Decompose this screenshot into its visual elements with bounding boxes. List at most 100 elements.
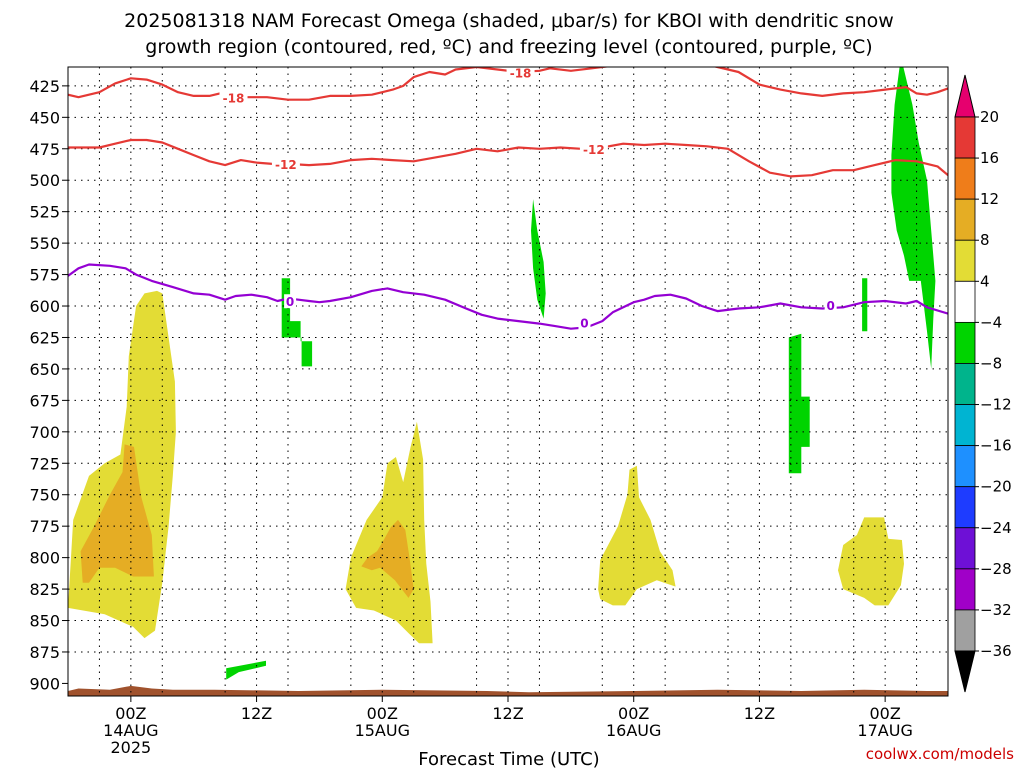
xtick-label-6-1: 17AUG (857, 721, 912, 740)
colorbar-bin-4 (954, 280, 976, 323)
red-contour-1-label-1: -12 (583, 143, 605, 157)
ytick-label-16: 825 (29, 580, 60, 599)
freezing-contour-label-bg-2 (824, 298, 837, 313)
ytick-label-4: 525 (29, 203, 60, 222)
ytick-label-12: 725 (29, 454, 60, 473)
omega-region-7 (226, 660, 266, 680)
colorbar-label-2: 12 (980, 190, 999, 208)
xtick-label-0-2: 2025 (110, 738, 151, 757)
chart-title-line2: growth region (contoured, red, ºC) and f… (145, 36, 872, 58)
ytick-label-3: 500 (29, 171, 60, 190)
ytick-label-7: 600 (29, 297, 60, 316)
omega-region-5 (361, 519, 414, 598)
xtick-label-3-0: 12Z (492, 704, 523, 723)
colorbar-label-10: −24 (980, 519, 1012, 537)
omega-region-2 (598, 465, 676, 606)
freezing-contour-label-1: 0 (580, 317, 588, 331)
colorbar-bin-6 (954, 363, 976, 405)
ytick-label-6: 575 (29, 266, 60, 285)
colorbar-label-4: 4 (980, 272, 990, 290)
freezing-contour-label-bg-0 (284, 294, 297, 309)
chart-title-line1: 2025081318 NAM Forecast Omega (shaded, μ… (124, 10, 894, 32)
ytick-label-8: 625 (29, 328, 60, 347)
freezing-contour-label-0: 0 (286, 295, 294, 309)
ground-layer (68, 685, 948, 696)
ytick-label-17: 850 (29, 612, 60, 631)
colorbar-bin-7 (954, 404, 976, 447)
ytick-label-0: 425 (29, 77, 60, 96)
colorbar-bin-10 (954, 527, 976, 570)
colorbar-bin-11 (954, 568, 976, 611)
red-contour-0-line (68, 67, 948, 101)
red-contour-1-label-0: -12 (275, 158, 297, 172)
colorbar-bin-2 (954, 198, 976, 241)
colorbar-bin-0 (954, 116, 976, 159)
xtick-label-4-1: 16AUG (606, 721, 661, 740)
ytick-label-13: 750 (29, 486, 60, 505)
x-axis-label: Forecast Time (UTC) (418, 749, 599, 768)
freezing-contour-line (68, 263, 948, 330)
colorbar-label-12: −32 (980, 601, 1012, 619)
colorbar-bin-3 (954, 239, 976, 282)
omega-shading (68, 67, 936, 680)
grid-lines (68, 67, 948, 696)
colorbar-bin-8 (954, 445, 976, 488)
ytick-label-9: 650 (29, 360, 60, 379)
colorbar-label-3: 8 (980, 231, 990, 249)
temperature-contours (68, 67, 948, 330)
colorbar-label-11: −28 (980, 560, 1012, 578)
xtick-label-0-0: 00Z (115, 704, 146, 723)
omega-region-11 (891, 67, 936, 369)
colorbar-label-13: −36 (980, 642, 1012, 660)
omega-region-10 (862, 278, 868, 332)
red-contour-0-label-0: -18 (223, 91, 245, 105)
colorbar-bottom-arrow (954, 650, 976, 693)
xtick-label-2-1: 15AUG (355, 721, 410, 740)
red-contour-0-label-bg-1 (506, 65, 535, 80)
freezing-contour-label-bg-1 (578, 315, 591, 330)
colorbar-bin-9 (954, 486, 976, 529)
ytick-label-11: 700 (29, 423, 60, 442)
xtick-label-5-0: 12Z (744, 704, 775, 723)
omega-region-8 (531, 199, 546, 319)
colorbar-label-5: −4 (980, 313, 1002, 331)
colorbar-bin-5 (954, 321, 976, 364)
omega-region-6 (281, 278, 313, 367)
contour-labels: -18 -18 -12 -12 0 0 0 (219, 65, 837, 331)
ytick-label-19: 900 (29, 674, 60, 693)
ytick-label-10: 675 (29, 391, 60, 410)
colorbar-label-0: 20 (980, 108, 999, 126)
colorbar-top-arrow (954, 74, 976, 118)
colorbar-label-7: −12 (980, 396, 1012, 414)
colorbar-label-6: −8 (980, 354, 1002, 372)
omega-region-0 (68, 290, 176, 639)
red-contour-1-line (68, 138, 948, 178)
y-axis-ticks: 425 450 475 500 525 550 575 600 625 650 675 700 725 7… (29, 77, 68, 693)
ytick-label-2: 475 (29, 140, 60, 159)
colorbar-bin-1 (954, 157, 976, 200)
omega-region-3 (838, 517, 904, 606)
ytick-label-18: 875 (29, 643, 60, 662)
colorbar: 20 16 12 8 4 −4 −8 −12 −16 −20 −24 −28 −32 −36 (954, 74, 1012, 693)
freezing-contour-label-2: 0 (826, 299, 834, 313)
ytick-label-14: 775 (29, 517, 60, 536)
ytick-label-15: 800 (29, 549, 60, 568)
credit-text: coolwx.com/models (866, 745, 1014, 763)
xtick-label-6-0: 00Z (869, 704, 900, 723)
colorbar-label-8: −16 (980, 437, 1012, 455)
xtick-label-4-0: 00Z (618, 704, 649, 723)
ytick-label-5: 550 (29, 234, 60, 253)
colorbar-label-9: −20 (980, 478, 1012, 496)
xtick-label-1-0: 12Z (241, 704, 272, 723)
plot-frame (67, 66, 949, 697)
red-contour-0-label-bg-0 (219, 90, 248, 105)
red-contour-0-label-1: -18 (510, 66, 532, 80)
ytick-label-1: 450 (29, 108, 60, 127)
xtick-label-2-0: 00Z (367, 704, 398, 723)
xtick-label-0-1: 14AUG (103, 721, 158, 740)
colorbar-bin-12 (954, 609, 976, 652)
omega-region-9 (788, 333, 810, 474)
red-contour-1-label-bg-1 (579, 142, 608, 157)
colorbar-label-1: 16 (980, 149, 999, 167)
